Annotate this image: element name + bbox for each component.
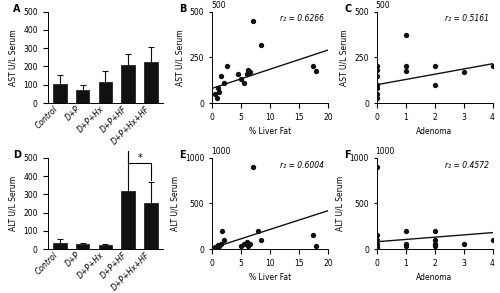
Point [215,244,223,249]
Point [372,86,380,91]
Point [402,69,409,74]
Text: 500: 500 [211,1,226,10]
Point [212,246,220,251]
Point [211,245,219,250]
Point [310,233,318,238]
Text: 1000: 1000 [211,147,231,156]
Point [402,242,409,247]
Point [488,238,496,242]
Point [402,32,409,37]
Point [312,244,320,249]
Text: r₂ = 0.6004: r₂ = 0.6004 [280,161,324,170]
Bar [98,246,112,249]
Y-axis label: ALT U/L Serum: ALT U/L Serum [8,176,18,231]
Point [488,64,496,69]
Point [240,81,248,85]
Point [430,64,438,69]
Point [244,68,252,72]
Point [237,77,245,82]
Y-axis label: ALT U/L Serum: ALT U/L Serum [335,176,344,231]
Text: A: A [12,4,20,14]
Point [402,229,409,233]
Text: 500: 500 [376,1,390,10]
Point [372,245,380,250]
Point [258,42,266,47]
Bar [76,90,90,103]
Point [222,64,230,69]
X-axis label: Adenoma: Adenoma [416,273,452,282]
Point [372,91,380,96]
Y-axis label: AST U/L Serum: AST U/L Serum [340,29,349,86]
Point [430,238,438,242]
Point [218,229,226,233]
Point [240,242,248,247]
Text: *: * [138,153,142,163]
Point [430,242,438,247]
Point [212,95,220,100]
Point [248,165,256,169]
Point [430,244,438,249]
Point [211,91,219,96]
Point [214,86,222,91]
Point [215,90,223,94]
Point [246,242,254,247]
Point [220,238,228,242]
Point [460,242,468,247]
X-axis label: % Liver Fat: % Liver Fat [249,127,291,136]
Point [312,69,320,74]
Point [254,229,262,233]
Text: 1000: 1000 [376,147,395,156]
Text: C: C [344,4,352,14]
Point [243,239,251,244]
Bar [53,243,66,249]
Bar [98,82,112,103]
X-axis label: Adenoma: Adenoma [416,127,452,136]
Point [372,82,380,87]
Point [430,82,438,87]
Point [214,243,222,248]
Point [372,233,380,238]
Text: r₂ = 0.4572: r₂ = 0.4572 [445,161,489,170]
Point [402,244,409,249]
Point [220,81,228,85]
Text: r₂ = 0.6266: r₂ = 0.6266 [280,14,324,23]
Point [460,70,468,74]
Point [243,71,251,76]
Point [234,71,242,76]
Point [372,238,380,242]
Bar [144,62,158,103]
Y-axis label: ALT U/L Serum: ALT U/L Serum [170,176,179,231]
Point [430,229,438,233]
Text: F: F [344,151,351,161]
Point [372,64,380,69]
Point [402,64,409,69]
Point [372,73,380,78]
Y-axis label: AST U/L Serum: AST U/L Serum [175,29,184,86]
Point [216,73,224,78]
Bar [144,203,158,249]
Bar [76,244,90,249]
Bar [53,84,66,103]
Point [372,95,380,100]
Point [237,244,245,249]
Point [246,70,254,74]
Text: D: D [12,151,20,161]
Text: B: B [180,4,187,14]
X-axis label: % Liver Fat: % Liver Fat [249,273,291,282]
Point [244,244,252,249]
Point [372,246,380,251]
Text: r₂ = 0.5161: r₂ = 0.5161 [445,14,489,23]
Point [310,64,318,69]
Point [372,242,380,247]
Point [258,238,266,242]
Point [216,241,224,246]
Y-axis label: AST U/L Serum: AST U/L Serum [8,29,18,86]
Point [372,165,380,169]
Bar [122,65,135,103]
Bar [122,191,135,249]
Point [372,68,380,72]
Text: E: E [180,151,186,161]
Point [248,18,256,23]
